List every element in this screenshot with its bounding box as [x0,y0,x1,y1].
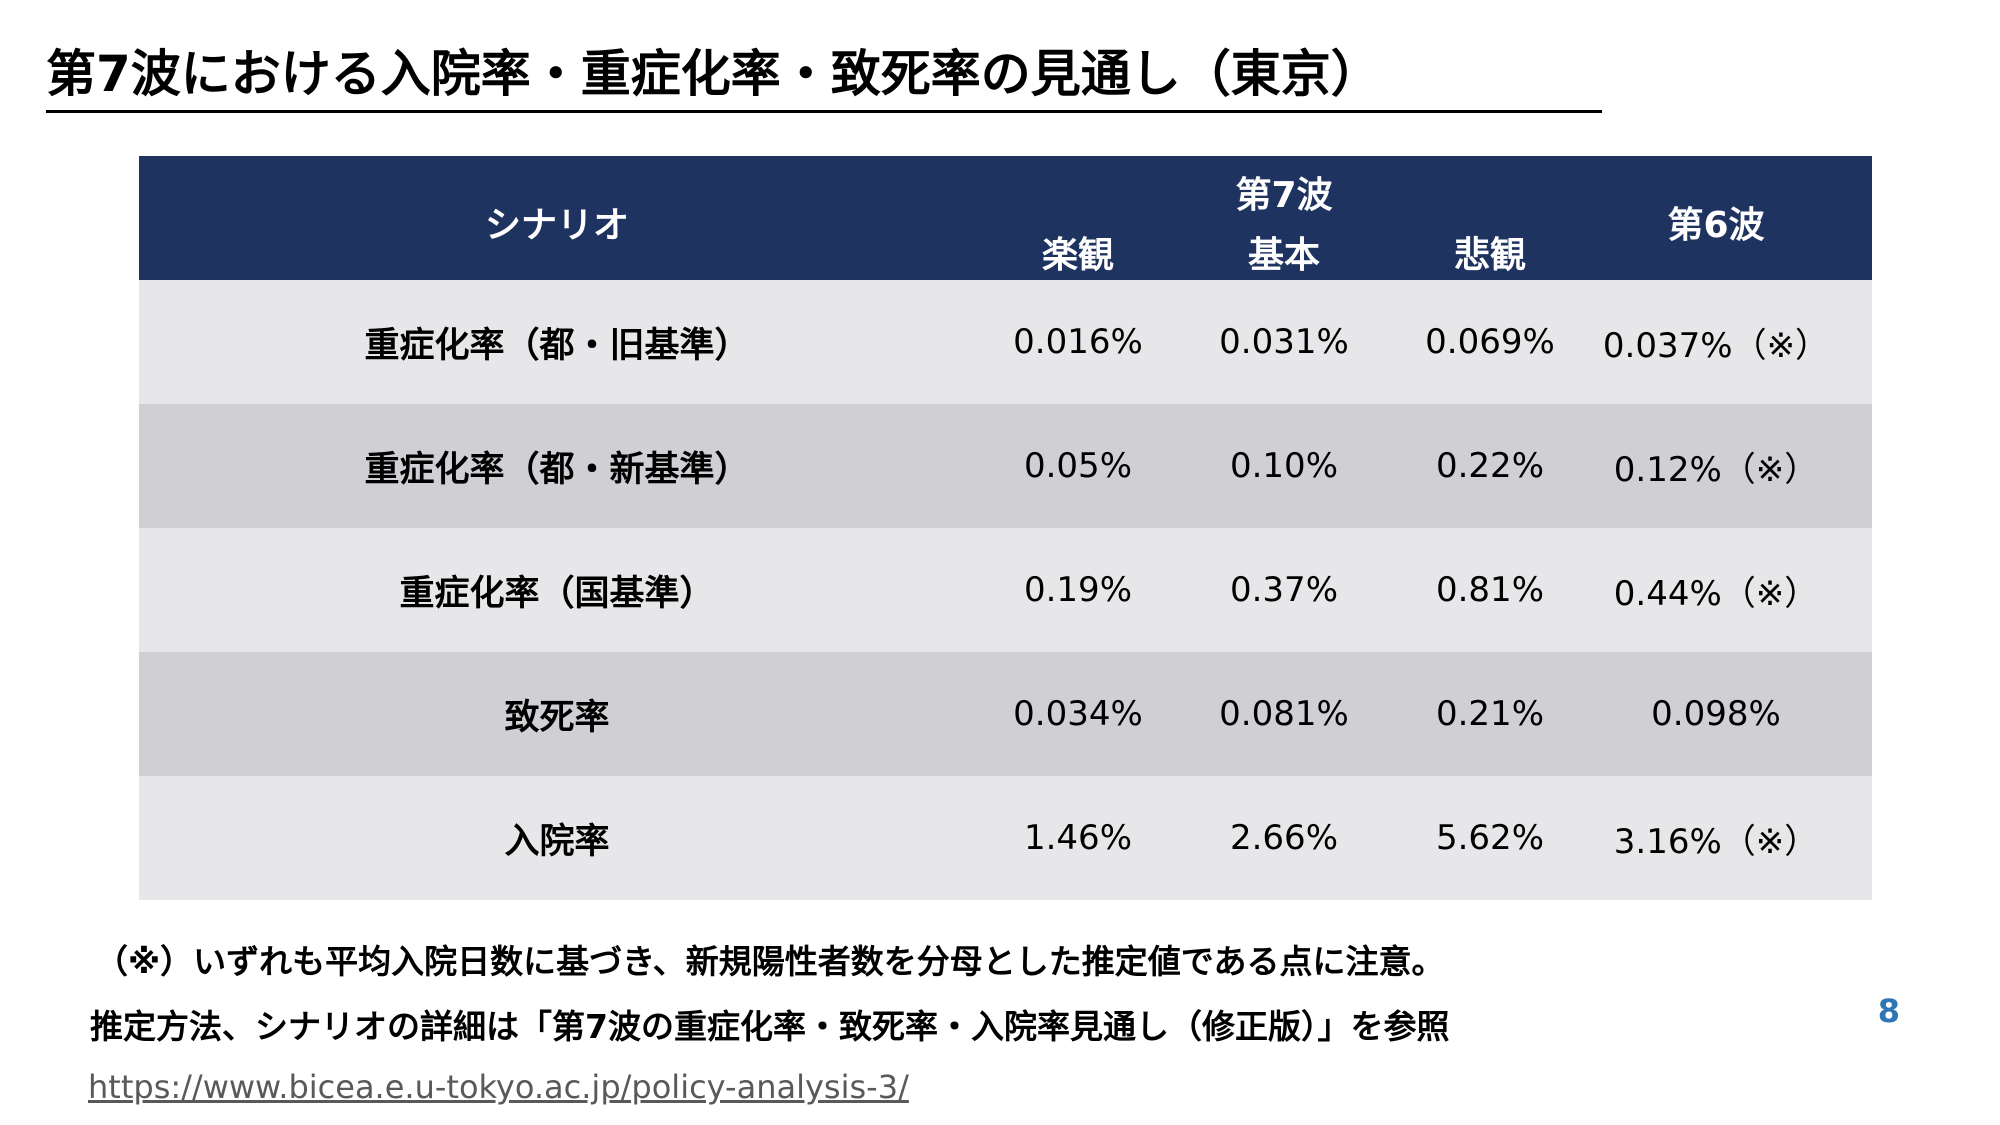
method-note: 推定方法、シナリオの詳細は「第7波の重症化率・致死率・入院率見通し（修正版）」を… [90,1007,1450,1046]
cell-pessimistic: 0.22% [1435,446,1544,486]
table-row: 重症化率（都・新基準） 0.05% 0.10% 0.22% 0.12%（※） [139,404,1872,528]
cell-wave6: 0.44%（※） [1613,573,1819,614]
page-title: 第7波における入院率・重症化率・致死率の見通し（東京） [46,40,1602,113]
cell-wave6: 0.12%（※） [1613,449,1819,490]
cell-base: 2.66% [1229,818,1338,858]
row-label: 致死率 [504,697,610,738]
table-row: 重症化率（都・旧基準） 0.016% 0.031% 0.069% 0.037%（… [139,280,1872,404]
cell-wave6: 0.037%（※） [1602,325,1830,366]
footnote: （※）いずれも平均入院日数に基づき、新規陽性者数を分母とした推定値である点に注意… [95,942,1445,981]
cell-optimistic: 0.034% [1013,694,1143,734]
table-row: 重症化率（国基準） 0.19% 0.37% 0.81% 0.44%（※） [139,528,1872,652]
cell-optimistic: 1.46% [1023,818,1132,858]
source-link[interactable]: https://www.bicea.e.u-tokyo.ac.jp/policy… [88,1068,909,1106]
header-optimistic: 楽観 [1041,235,1114,276]
header-wave7: 第7波 [1235,175,1333,216]
cell-base: 0.081% [1219,694,1349,734]
row-label: 重症化率（都・新基準） [364,449,750,490]
header-wave6: 第6波 [1667,205,1765,246]
cell-pessimistic: 0.069% [1425,322,1555,362]
cell-pessimistic: 0.21% [1435,694,1544,734]
row-label: 入院率 [504,821,610,862]
cell-pessimistic: 5.62% [1435,818,1544,858]
cell-optimistic: 0.19% [1023,570,1132,610]
row-label: 重症化率（国基準） [399,573,715,614]
row-label: 重症化率（都・旧基準） [364,325,750,366]
cell-pessimistic: 0.81% [1435,570,1544,610]
header-scenario: シナリオ [484,205,629,246]
cell-optimistic: 0.05% [1023,446,1132,486]
page-number: 8 [1877,992,1900,1030]
header-base: 基本 [1247,235,1320,276]
table-row: 入院率 1.46% 2.66% 5.62% 3.16%（※） [139,776,1872,900]
cell-base: 0.031% [1219,322,1349,362]
table-row: 致死率 0.034% 0.081% 0.21% 0.098% [139,652,1872,776]
cell-base: 0.10% [1229,446,1338,486]
cell-wave6: 0.098% [1651,694,1781,734]
header-pessimistic: 悲観 [1453,235,1526,276]
cell-optimistic: 0.016% [1013,322,1143,362]
forecast-table: シナリオ 第7波 楽観 基本 悲観 第6波 重症化率（都・旧基準） 0.016%… [139,156,1872,900]
cell-wave6: 3.16%（※） [1613,821,1819,862]
table-header: シナリオ 第7波 楽観 基本 悲観 第6波 [139,156,1872,280]
cell-base: 0.37% [1229,570,1338,610]
